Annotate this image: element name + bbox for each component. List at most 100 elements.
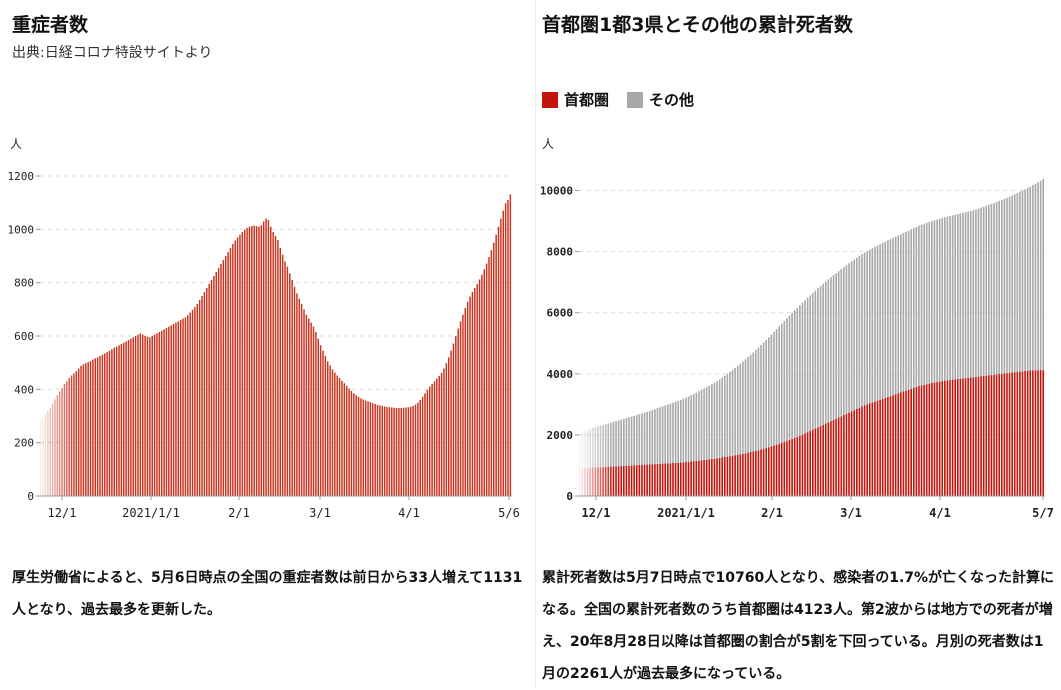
- bar-other-161: [995, 202, 998, 375]
- bar-other-5: [591, 428, 594, 468]
- bar-capital-4: [589, 467, 591, 496]
- bar-capital-101: [840, 416, 843, 496]
- bar-severe-171: [445, 363, 448, 496]
- bar-capital-135: [928, 383, 931, 496]
- bar-capital-50: [708, 459, 711, 496]
- bar-capital-156: [982, 375, 985, 496]
- bar-severe-120: [324, 356, 327, 496]
- bar-severe-186: [481, 274, 483, 496]
- bar-severe-187: [483, 269, 486, 496]
- bar-severe-156: [410, 406, 412, 496]
- bar-severe-67: [198, 300, 201, 496]
- bar-other-41: [685, 397, 687, 463]
- bar-other-2: [584, 430, 586, 469]
- bar-capital-9: [602, 467, 604, 496]
- bar-severe-97: [270, 226, 272, 497]
- bar-other-68: [755, 349, 757, 451]
- bar-capital-171: [1021, 371, 1024, 496]
- bar-other-15: [617, 420, 620, 467]
- bar-severe-131: [350, 390, 353, 496]
- bar-severe-18: [82, 364, 85, 496]
- bar-capital-151: [969, 377, 972, 496]
- bar-other-103: [845, 265, 848, 414]
- bar-other-21: [633, 415, 635, 466]
- bar-severe-76: [220, 264, 222, 496]
- bar-other-90: [812, 292, 814, 430]
- bar-severe-71: [208, 284, 210, 496]
- bar-severe-194: [500, 218, 502, 497]
- bar-capital-80: [786, 441, 788, 496]
- bar-other-54: [718, 379, 721, 458]
- bar-capital-5: [591, 467, 594, 496]
- bar-capital-42: [687, 461, 690, 496]
- x-tick-label: 3/1: [309, 506, 331, 520]
- bar-severe-74: [215, 272, 217, 496]
- bar-severe-64: [191, 309, 194, 496]
- bar-other-23: [638, 414, 641, 465]
- bar-severe-87: [246, 228, 248, 496]
- severe-cases-chart: 人 0 200 400 600 800 1000 1200 12/1 2021/1/1 2/1 3/1…: [8, 137, 520, 520]
- bar-capital-79: [783, 441, 786, 496]
- bar-capital-26: [646, 464, 648, 496]
- bar-capital-164: [1003, 373, 1006, 496]
- bar-severe-35: [123, 342, 125, 496]
- bar-other-101: [840, 269, 843, 417]
- bar-other-152: [972, 210, 975, 378]
- bar-severe-181: [469, 296, 471, 496]
- y-tick-label: 10000: [540, 185, 573, 198]
- bar-severe-148: [391, 407, 393, 496]
- bar-capital-139: [938, 381, 941, 496]
- bar-severe-175: [455, 336, 457, 496]
- bar-severe-6: [54, 399, 56, 496]
- bar-capital-78: [780, 442, 783, 496]
- bar-severe-25: [99, 356, 101, 496]
- bar-other-12: [610, 422, 612, 467]
- bar-capital-91: [814, 428, 817, 496]
- bar-severe-7: [56, 395, 59, 496]
- bar-severe-163: [426, 389, 429, 496]
- bar-severe-50: [158, 332, 161, 496]
- bar-severe-197: [507, 200, 509, 496]
- bar-severe-161: [421, 396, 424, 496]
- bar-severe-132: [353, 393, 355, 496]
- bar-other-176: [1034, 183, 1037, 371]
- bar-capital-95: [824, 423, 827, 496]
- bar-severe-154: [405, 407, 407, 496]
- bar-other-160: [993, 203, 995, 375]
- x-tick-label: 4/1: [929, 506, 951, 520]
- bar-severe-172: [447, 357, 450, 496]
- bar-other-166: [1008, 196, 1011, 373]
- bar-other-149: [964, 212, 967, 379]
- bar-capital-132: [920, 385, 923, 496]
- bar-other-93: [819, 285, 822, 427]
- bar-severe-111: [303, 309, 305, 496]
- bar-capital-141: [944, 380, 946, 496]
- bar-other-56: [723, 375, 726, 458]
- bar-capital-158: [988, 375, 990, 496]
- bar-other-121: [892, 237, 894, 396]
- bar-severe-17: [80, 365, 82, 496]
- x-tick-label: 5/7: [1032, 506, 1054, 520]
- bar-severe-136: [362, 399, 365, 496]
- bar-other-175: [1032, 185, 1034, 371]
- bar-other-170: [1019, 191, 1021, 372]
- bar-capital-174: [1029, 370, 1032, 496]
- bar-capital-63: [742, 453, 744, 496]
- bar-severe-110: [300, 304, 303, 496]
- bar-capital-103: [845, 413, 848, 496]
- bar-severe-95: [265, 218, 267, 497]
- bar-capital-54: [718, 457, 721, 496]
- bar-severe-198: [509, 194, 512, 496]
- bar-other-127: [907, 230, 910, 390]
- bar-severe-127: [341, 380, 343, 496]
- bar-other-116: [879, 244, 881, 400]
- bar-capital-57: [726, 456, 729, 496]
- legend-swatch-capital: [542, 91, 558, 108]
- bar-capital-119: [887, 397, 889, 496]
- bar-other-157: [985, 205, 988, 376]
- bar-other-99: [835, 273, 837, 419]
- bar-severe-23: [94, 358, 97, 496]
- bar-severe-119: [322, 350, 324, 496]
- bar-capital-150: [967, 377, 969, 496]
- bar-other-131: [918, 225, 920, 387]
